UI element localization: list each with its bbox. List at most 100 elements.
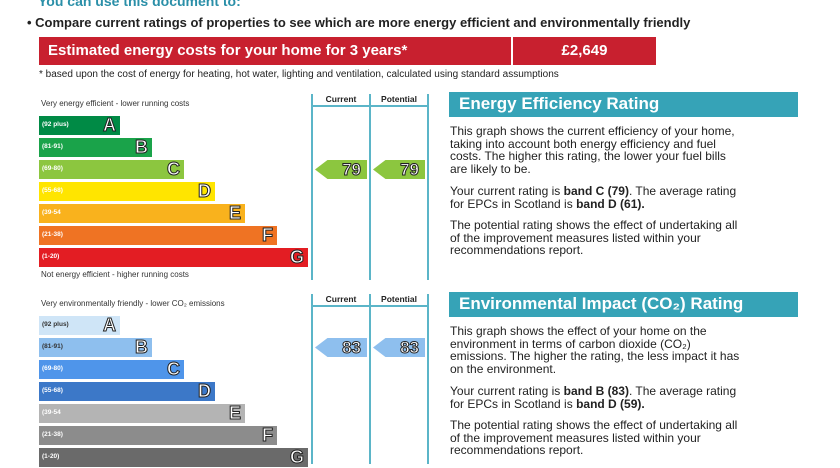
header-underline	[311, 105, 429, 107]
rating-band-a: (92 plus) A	[39, 315, 120, 336]
band-range: (69-80)	[42, 365, 63, 372]
column-header-potential: Potential	[381, 94, 417, 104]
rating-band-e: (39-54 E	[39, 203, 245, 224]
text: for EPCs in Scotland is	[450, 396, 577, 411]
text-line: for EPCs in Scotland is band D (59).	[450, 396, 736, 411]
current-rating-paragraph: Your current rating is band C (79). The …	[450, 185, 736, 210]
current-rating-arrow: 79	[315, 160, 367, 179]
band-range: (55-68)	[42, 387, 63, 394]
band-letter: A	[103, 315, 117, 336]
section-heading: Environmental Impact (CO₂) Rating	[449, 292, 798, 317]
text: . The average rating	[628, 184, 737, 198]
current-rating-value: 79	[342, 160, 362, 179]
bullet-point: • Compare current ratings of properties …	[27, 15, 691, 30]
rating-band-c: (69-80) C	[39, 359, 184, 380]
text-line: of the improvement measures listed withi…	[450, 430, 701, 445]
intro-heading: You can use this document to:	[38, 0, 241, 9]
text-line: Your current rating is band C (79). The …	[450, 185, 736, 198]
rating-band-g: (1-20) G	[39, 247, 308, 268]
energy-cost-banner: Estimated energy costs for your home for…	[39, 37, 656, 65]
current-rating-paragraph: Your current rating is band B (83). The …	[450, 385, 736, 410]
divider	[511, 37, 513, 65]
band-letter: C	[167, 359, 181, 380]
rating-band-a: (92 plus) A	[39, 115, 120, 136]
text-line: of the improvement measures listed withi…	[450, 230, 701, 245]
rating-band-f: (21-38) F	[39, 425, 277, 446]
rating-band-e: (39-54 E	[39, 403, 245, 424]
rating-band-c: (69-80) C	[39, 159, 184, 180]
rating-band-text: band D (59).	[576, 396, 645, 411]
band-range: (81-91)	[42, 343, 63, 350]
band-range: (21-38)	[42, 431, 63, 438]
text: Your current rating is	[450, 184, 564, 198]
band-letter: E	[228, 203, 241, 224]
rating-band-g: (1-20) G	[39, 447, 308, 468]
heading-text: Energy Efficiency Rating	[459, 94, 660, 113]
band-range: (55-68)	[42, 187, 63, 194]
band-letter: G	[289, 247, 304, 268]
column-header-potential: Potential	[381, 294, 417, 304]
band-letter: D	[198, 381, 212, 402]
potential-rating-arrow: 83	[373, 338, 425, 357]
text-line: taking into account both energy efficien…	[450, 136, 716, 151]
column-header-current: Current	[325, 294, 357, 304]
column-line	[427, 294, 429, 464]
text: for EPCs in Scotland is	[450, 196, 577, 211]
text-line: emissions. The higher the rating, the le…	[450, 349, 740, 363]
text-line: recommendations report.	[450, 243, 584, 257]
top-label: Very environmentally friendly - lower CO…	[41, 299, 225, 308]
description-paragraph: This graph shows the current efficiency …	[450, 125, 735, 175]
text-line: are likely to be.	[450, 161, 531, 176]
rating-band-b: (81-91) B	[39, 337, 152, 358]
band-letter: F	[262, 225, 274, 246]
text-line: This graph shows the effect of your home…	[450, 324, 707, 338]
band-range: (21-38)	[42, 231, 63, 238]
rating-band-d: (55-68) D	[39, 381, 215, 402]
text-line: The potential rating shows the effect of…	[450, 418, 738, 432]
band-range: (81-91)	[42, 143, 63, 150]
bottom-label: Not energy efficient - higher running co…	[41, 270, 189, 279]
potential-rating-value: 79	[400, 160, 420, 179]
text: Your current rating is	[450, 384, 564, 398]
text-line: Your current rating is band B (83). The …	[450, 385, 736, 398]
column-line	[427, 94, 429, 280]
band-letter: A	[103, 115, 117, 136]
potential-rating-paragraph: The potential rating shows the effect of…	[450, 419, 737, 457]
band-range: (1-20)	[42, 253, 60, 260]
footnote: * based upon the cost of energy for heat…	[39, 69, 559, 80]
current-rating-arrow: 83	[315, 338, 367, 357]
text-line: for EPCs in Scotland is band D (61).	[450, 196, 736, 211]
rating-band-text: band D (61).	[576, 196, 645, 211]
current-rating-value: 83	[342, 338, 362, 357]
description-paragraph: This graph shows the effect of your home…	[450, 325, 739, 375]
band-range: (1-20)	[42, 453, 60, 460]
band-range: (92 plus)	[42, 121, 69, 128]
band-letter: B	[135, 137, 149, 158]
band-range: (69-80)	[42, 165, 63, 172]
rating-band-b: (81-91) B	[39, 137, 152, 158]
text-line: on the environment.	[450, 361, 557, 376]
band-letter: C	[167, 159, 181, 180]
column-header-current: Current	[325, 94, 357, 104]
band-letter: E	[228, 403, 241, 424]
band-letter: F	[262, 425, 274, 446]
band-letter: G	[289, 447, 304, 468]
text-line: costs. The higher this rating, the lower…	[450, 149, 726, 163]
column-line	[311, 294, 313, 464]
rating-band-text: band C (79)	[563, 184, 629, 198]
rating-band-f: (21-38) F	[39, 225, 277, 246]
band-letter: B	[135, 337, 149, 358]
cost-label: Estimated energy costs for your home for…	[48, 42, 408, 59]
header-underline	[311, 305, 429, 307]
column-line	[369, 294, 371, 464]
cost-value: £2,649	[561, 42, 608, 59]
potential-rating-paragraph: The potential rating shows the effect of…	[450, 219, 737, 257]
band-range: (92 plus)	[42, 321, 69, 328]
column-line	[311, 94, 313, 280]
section-heading: Energy Efficiency Rating	[449, 92, 798, 117]
band-letter: D	[198, 181, 212, 202]
text-line: This graph shows the current efficiency …	[450, 124, 735, 138]
text-line: The potential rating shows the effect of…	[450, 218, 738, 232]
heading-text: Environmental Impact (CO₂) Rating	[459, 294, 744, 313]
rating-band-d: (55-68) D	[39, 181, 215, 202]
